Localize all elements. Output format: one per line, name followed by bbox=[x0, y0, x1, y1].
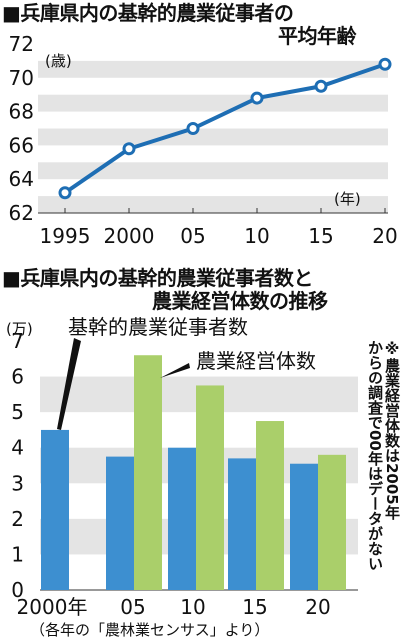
bar-workers bbox=[41, 429, 69, 590]
line-grid-band bbox=[38, 196, 388, 213]
line-y-unit: (歳) bbox=[45, 52, 72, 70]
bar-chart-title-line1: ■兵庫県内の基幹的農業従事者数と bbox=[2, 266, 313, 290]
line-y-tick-label: 70 bbox=[9, 66, 34, 90]
data-note-col1: ※農業経営体数は2005年 bbox=[383, 340, 401, 520]
bar-workers bbox=[106, 456, 134, 590]
bar-x-tick-label: 2000年 bbox=[17, 595, 88, 619]
bar-y-tick-label: 4 bbox=[11, 436, 24, 460]
line-point bbox=[250, 91, 264, 105]
line-chart-title-line1: ■兵庫県内の基幹的農業従事者の bbox=[2, 1, 294, 25]
line-chart-bands bbox=[38, 60, 388, 213]
bar-y-tick-label: 1 bbox=[11, 542, 24, 566]
line-point bbox=[314, 79, 328, 93]
line-grid-band bbox=[38, 162, 388, 180]
bar-x-tick-label: 20 bbox=[305, 595, 330, 619]
line-series bbox=[63, 62, 386, 195]
line-y-tick-label: 64 bbox=[9, 167, 34, 191]
workers-leader-line bbox=[57, 338, 81, 430]
bar-y-tick-label: 7 bbox=[11, 329, 24, 353]
bar-workers bbox=[168, 447, 196, 590]
bar-series-label-workers: 基幹的農業従事者数 bbox=[68, 315, 248, 339]
bar-entities bbox=[134, 355, 162, 590]
entities-leader-line bbox=[160, 363, 190, 378]
line-x-tick-label: 2000 bbox=[104, 224, 155, 248]
bar-entities bbox=[256, 421, 284, 590]
bar-chart-title-line2: 農業経営体数の推移 bbox=[152, 289, 328, 313]
bar-chart-plot bbox=[41, 355, 346, 590]
bar-chart-axis: 0 1 2 3 4 5 6 7 2000年 05 10 15 20 bbox=[11, 329, 358, 619]
bar-x-tick-label: 05 bbox=[120, 595, 145, 619]
line-chart-axis: 62 64 66 68 70 72 1995 2000 05 10 15 20 bbox=[9, 32, 398, 248]
data-note: ※農業経営体数は2005年 からの調査で00年はデータがない bbox=[366, 340, 401, 571]
bar-chart-title: ■兵庫県内の基幹的農業従事者数と 農業経営体数の推移 bbox=[2, 267, 328, 313]
line-y-tick-label: 72 bbox=[9, 32, 34, 56]
line-x-tick-label: 20 bbox=[372, 224, 397, 248]
data-note-col2: からの調査で00年はデータがない bbox=[366, 340, 384, 571]
bar-y-tick-label: 2 bbox=[11, 507, 24, 531]
bar-y-unit: (万) bbox=[6, 320, 33, 338]
line-chart-title: ■兵庫県内の基幹的農業従事者の 平均年齢 bbox=[2, 1, 357, 48]
line-x-tick-label: 15 bbox=[308, 224, 333, 248]
line-grid-band bbox=[38, 128, 388, 146]
line-grid-band bbox=[38, 94, 388, 112]
line-point bbox=[186, 122, 200, 135]
line-y-tick-label: 68 bbox=[9, 100, 34, 124]
source-caption: （各年の「農林業センサス」より） bbox=[30, 621, 270, 639]
bar-x-tick-label: 10 bbox=[180, 595, 205, 619]
bar-workers bbox=[290, 463, 318, 590]
bar-series-label-entities: 農業経営体数 bbox=[196, 349, 316, 373]
bar-y-tick-label: 0 bbox=[11, 578, 24, 602]
line-x-tick-label: 1995 bbox=[40, 224, 91, 248]
bar-entities bbox=[196, 385, 224, 590]
line-x-tick-label: 10 bbox=[244, 224, 269, 248]
bar-workers bbox=[228, 458, 256, 590]
bar-y-tick-label: 5 bbox=[11, 400, 24, 424]
line-y-tick-label: 62 bbox=[9, 201, 34, 225]
line-chart-title-line2: 平均年齢 bbox=[278, 24, 357, 48]
line-chart-plot bbox=[58, 57, 392, 200]
line-point bbox=[378, 57, 392, 71]
bar-entities bbox=[318, 454, 346, 590]
bar-x-tick-label: 15 bbox=[242, 595, 267, 619]
line-x-tick-label: 05 bbox=[180, 224, 205, 248]
line-point bbox=[58, 186, 72, 200]
line-x-unit: (年) bbox=[334, 190, 361, 208]
line-y-tick-label: 66 bbox=[9, 133, 34, 157]
line-grid-band bbox=[38, 60, 388, 78]
bar-y-tick-label: 3 bbox=[11, 471, 24, 495]
bar-y-tick-label: 6 bbox=[11, 365, 24, 389]
line-point bbox=[122, 142, 136, 156]
